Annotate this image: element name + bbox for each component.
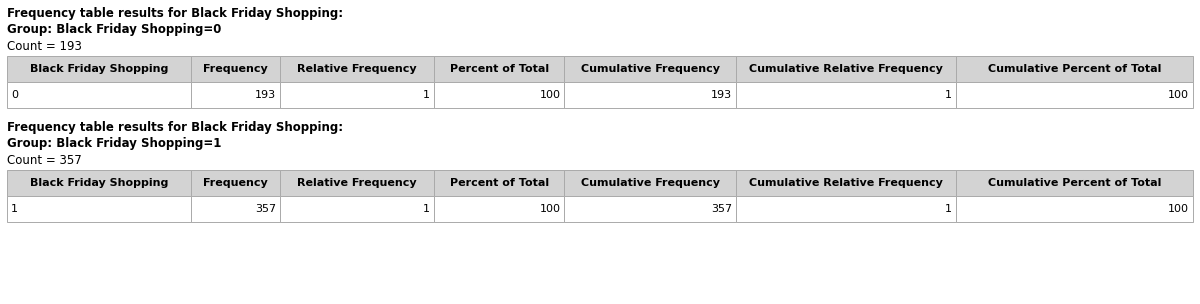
Bar (7, 170, 191, 196)
Text: 100: 100 (1168, 204, 1189, 214)
Bar (280, 56, 434, 82)
Bar (564, 56, 737, 82)
Bar (737, 56, 955, 82)
Bar (7, 56, 191, 82)
Text: Relative Frequency: Relative Frequency (298, 178, 416, 188)
Bar (564, 170, 737, 196)
Bar (564, 196, 737, 222)
Text: 1: 1 (944, 204, 952, 214)
Text: 193: 193 (712, 90, 732, 100)
Text: Frequency table results for Black Friday Shopping:: Frequency table results for Black Friday… (7, 122, 343, 134)
Bar (280, 196, 434, 222)
Text: Cumulative Frequency: Cumulative Frequency (581, 64, 720, 74)
Text: 193: 193 (254, 90, 276, 100)
Bar (434, 56, 564, 82)
Text: 100: 100 (1168, 90, 1189, 100)
Text: 357: 357 (254, 204, 276, 214)
Bar (737, 196, 955, 222)
Bar (955, 170, 1193, 196)
Bar (434, 196, 564, 222)
Text: 100: 100 (540, 90, 560, 100)
Bar (434, 82, 564, 108)
Text: 1: 1 (424, 204, 430, 214)
Text: Frequency table results for Black Friday Shopping:: Frequency table results for Black Friday… (7, 8, 343, 20)
Bar (191, 196, 280, 222)
Text: Frequency: Frequency (203, 178, 268, 188)
Text: Cumulative Relative Frequency: Cumulative Relative Frequency (749, 178, 943, 188)
Bar (737, 82, 955, 108)
Text: Black Friday Shopping: Black Friday Shopping (30, 64, 168, 74)
Text: Cumulative Percent of Total: Cumulative Percent of Total (988, 64, 1160, 74)
Bar (280, 170, 434, 196)
Text: Cumulative Relative Frequency: Cumulative Relative Frequency (749, 64, 943, 74)
Text: 1: 1 (424, 90, 430, 100)
Text: Count = 357: Count = 357 (7, 154, 82, 167)
Bar (191, 82, 280, 108)
Bar (564, 82, 737, 108)
Bar (737, 170, 955, 196)
Text: Black Friday Shopping: Black Friday Shopping (30, 178, 168, 188)
Text: 1: 1 (944, 90, 952, 100)
Bar (7, 196, 191, 222)
Text: Frequency: Frequency (203, 64, 268, 74)
Text: Group: Black Friday Shopping=1: Group: Black Friday Shopping=1 (7, 137, 222, 150)
Text: 1: 1 (11, 204, 18, 214)
Text: 100: 100 (540, 204, 560, 214)
Text: Cumulative Percent of Total: Cumulative Percent of Total (988, 178, 1160, 188)
Bar (191, 170, 280, 196)
Text: Percent of Total: Percent of Total (450, 178, 548, 188)
Text: Percent of Total: Percent of Total (450, 64, 548, 74)
Text: Relative Frequency: Relative Frequency (298, 64, 416, 74)
Bar (955, 56, 1193, 82)
Bar (280, 82, 434, 108)
Text: 357: 357 (712, 204, 732, 214)
Bar (434, 170, 564, 196)
Text: Cumulative Frequency: Cumulative Frequency (581, 178, 720, 188)
Text: 0: 0 (11, 90, 18, 100)
Bar (191, 56, 280, 82)
Bar (955, 82, 1193, 108)
Text: Group: Black Friday Shopping=0: Group: Black Friday Shopping=0 (7, 23, 222, 36)
Bar (7, 82, 191, 108)
Bar (955, 196, 1193, 222)
Text: Count = 193: Count = 193 (7, 40, 82, 53)
